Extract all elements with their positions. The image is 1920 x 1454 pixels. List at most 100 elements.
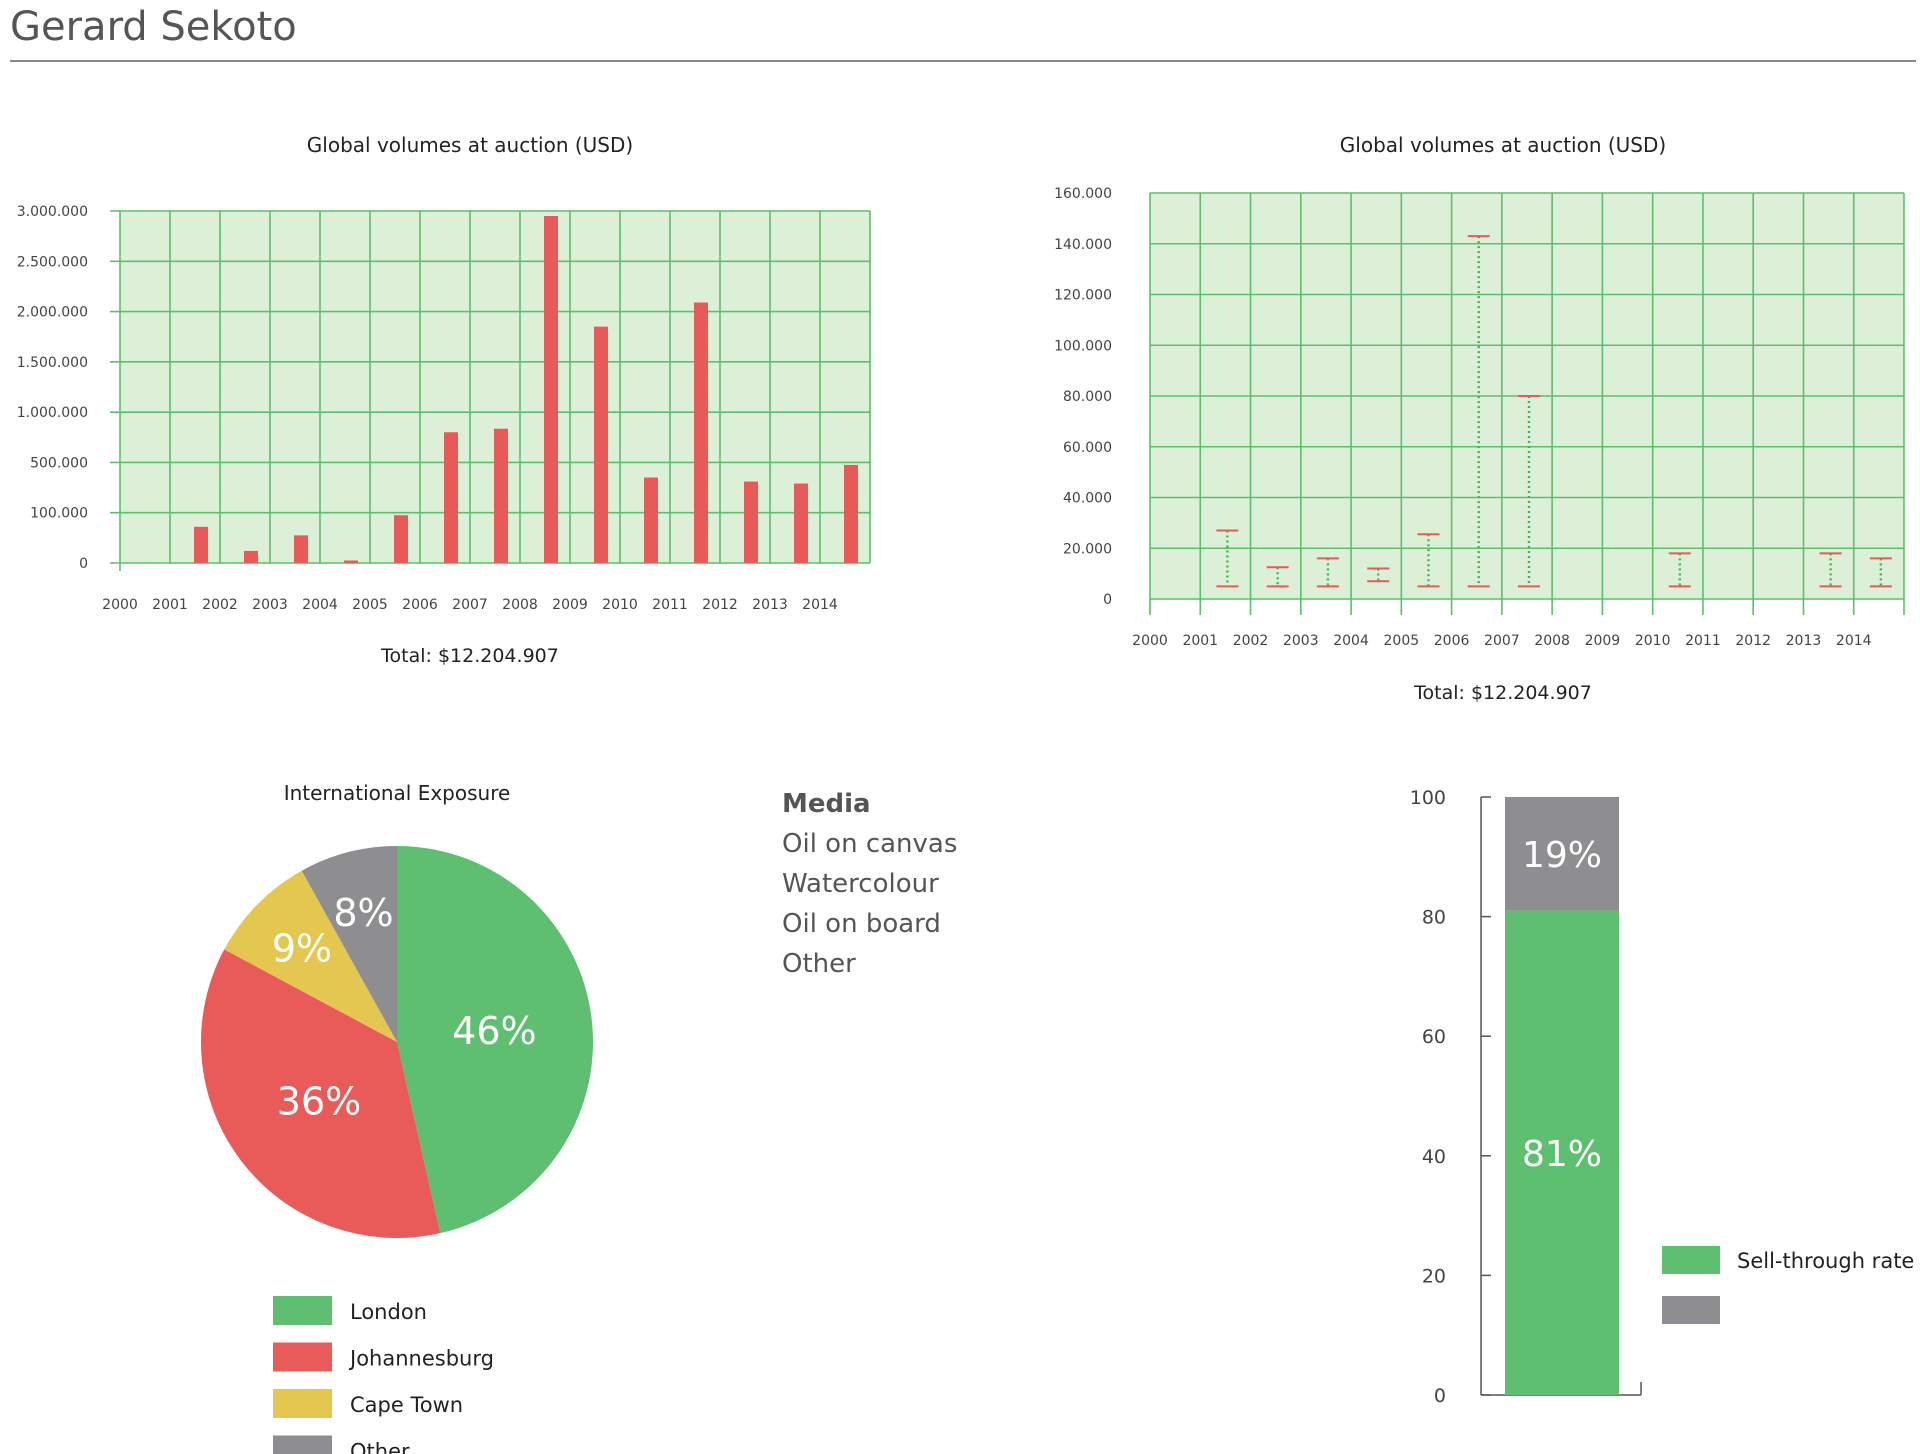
y-tick-label: 100 [1410, 787, 1446, 809]
x-tick-label: 2001 [1182, 633, 1218, 649]
x-tick-label: 2000 [1132, 633, 1168, 649]
bar [444, 432, 458, 563]
x-tick-label: 2013 [752, 597, 788, 613]
y-tick-label: 20.000 [1063, 541, 1112, 557]
bar [744, 481, 758, 563]
page-title: Gerard Sekoto [10, 4, 297, 50]
bar [844, 464, 858, 563]
bar [494, 428, 508, 563]
bar [594, 326, 608, 563]
chart-title: Global volumes at auction (USD) [1340, 133, 1666, 157]
y-tick-label: 60.000 [1063, 440, 1112, 456]
y-tick-label: 2.500.000 [17, 254, 88, 270]
x-tick-label: 2005 [1384, 633, 1420, 649]
bar [544, 216, 558, 563]
y-tick-label: 120.000 [1054, 288, 1112, 304]
x-tick-label: 2008 [502, 597, 538, 613]
bar [644, 477, 658, 563]
y-tick-label: 0 [1103, 592, 1112, 608]
y-tick-label: 160.000 [1054, 186, 1112, 202]
y-tick-label: 100.000 [1054, 338, 1112, 354]
slice-label: 36% [277, 1079, 361, 1123]
bar [694, 302, 708, 563]
y-tick-label: 20 [1422, 1265, 1446, 1287]
media-list: Media Oil on canvas Watercolour Oil on b… [782, 784, 957, 984]
x-tick-label: 2001 [152, 597, 188, 613]
legend-swatch [1662, 1296, 1720, 1324]
title-divider [10, 60, 1916, 62]
y-tick-label: 3.000.000 [17, 204, 88, 220]
slice-label: 46% [452, 1009, 536, 1053]
chart-total-label: Total: $12.204.907 [380, 645, 559, 667]
x-tick-label: 2000 [102, 597, 138, 613]
x-tick-label: 2010 [602, 597, 638, 613]
y-tick-label: 0 [79, 556, 88, 572]
y-tick-label: 2.000.000 [17, 305, 88, 321]
volume-bar-chart: 0 100.000 500.000 1.000.000 1.500.000 2.000.0… [17, 133, 871, 667]
legend-swatch [273, 1342, 332, 1372]
slice-label: 9% [272, 927, 332, 971]
pie-slice [224, 870, 397, 1042]
x-tick-label: 2004 [302, 597, 338, 613]
x-tick-label: 2006 [402, 597, 438, 613]
chart-title: Global volumes at auction (USD) [307, 133, 633, 157]
x-tick-label: 2002 [1233, 633, 1269, 649]
media-item: Watercolour [782, 869, 939, 899]
pie-slice [200, 949, 441, 1238]
y-tick-label: 40 [1422, 1146, 1446, 1168]
media-item: Oil on canvas [782, 829, 958, 859]
legend-swatch [273, 1389, 332, 1418]
bar-segment-label: 19% [1522, 835, 1602, 876]
international-exposure-pie-chart: 46% 36% 9%8% International Exposure London Jo… [200, 781, 593, 1454]
x-tick-label: 2012 [702, 597, 738, 613]
bar [194, 526, 208, 563]
bar-segment-label: 81% [1522, 1134, 1602, 1175]
x-tick-label: 2009 [1585, 633, 1621, 649]
bar [794, 483, 808, 563]
legend-swatch [1662, 1246, 1720, 1274]
x-tick-label: 2004 [1333, 633, 1369, 649]
bar [344, 560, 358, 563]
y-tick-label: 100.000 [30, 506, 88, 522]
legend-swatch [273, 1435, 332, 1454]
bar [244, 550, 258, 563]
y-tick-label: 40.000 [1063, 491, 1112, 507]
legend-label: Sell-through rate [1737, 1249, 1914, 1273]
chart-total-label: Total: $12.204.907 [1413, 682, 1592, 704]
x-tick-label: 2003 [1283, 633, 1319, 649]
x-tick-label: 2014 [1836, 633, 1872, 649]
x-tick-label: 2009 [552, 597, 588, 613]
media-item: Oil on board [782, 909, 941, 939]
chart-title: International Exposure [284, 781, 511, 805]
y-tick-label: 1.500.000 [17, 355, 88, 371]
media-item: Other [782, 949, 856, 979]
price-range-chart: 0 20.000 40.000 60.000 80.000 100.000 120.000 1… [1054, 133, 1905, 704]
pie-slice [301, 846, 397, 1042]
y-tick-label: 0 [1434, 1385, 1446, 1407]
bar [394, 515, 408, 563]
bar [294, 535, 308, 563]
x-tick-label: 2010 [1635, 633, 1671, 649]
legend-swatch [273, 1296, 332, 1325]
x-tick-label: 2014 [802, 597, 838, 613]
x-tick-label: 2013 [1786, 633, 1822, 649]
legend-label: Other [350, 1440, 410, 1454]
x-tick-label: 2005 [352, 597, 388, 613]
x-tick-label: 2006 [1434, 633, 1470, 649]
y-tick-label: 60 [1422, 1026, 1446, 1048]
x-tick-label: 2011 [1685, 633, 1721, 649]
pie-slice [397, 846, 593, 1234]
y-tick-label: 1.000.000 [17, 405, 88, 421]
slice-label: 8% [333, 891, 393, 935]
y-tick-label: 80 [1422, 907, 1446, 929]
stacked-bar-segment [1505, 910, 1619, 1395]
y-tick-label: 140.000 [1054, 237, 1112, 253]
legend-label: London [350, 1300, 427, 1324]
x-tick-label: 2002 [202, 597, 238, 613]
x-tick-label: 2012 [1735, 633, 1771, 649]
x-tick-label: 2007 [1484, 633, 1520, 649]
legend-label: Cape Town [350, 1393, 463, 1417]
x-tick-label: 2007 [452, 597, 488, 613]
media-title: Media [782, 789, 871, 819]
